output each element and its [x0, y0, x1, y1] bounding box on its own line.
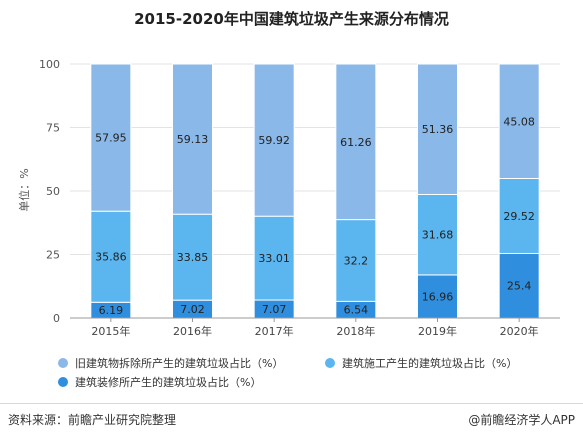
data-label: 59.92 [258, 134, 290, 147]
footer-divider [0, 403, 583, 404]
bar-segment [498, 63, 540, 180]
bar-segment [90, 210, 132, 303]
legend-label-construction: 建筑施工产生的建筑垃圾占比（%） [342, 357, 518, 370]
data-label: 7.02 [180, 303, 205, 316]
data-label: 7.07 [262, 303, 287, 316]
bar-segment [253, 63, 295, 217]
brand-credit: @前瞻经济学人APP [468, 413, 575, 427]
bar-segment [417, 193, 458, 276]
bar-segment [90, 63, 132, 212]
data-label: 16.96 [422, 290, 454, 303]
data-label: 31.68 [422, 229, 454, 242]
data-label: 33.85 [177, 251, 209, 264]
data-label: 61.26 [340, 136, 372, 149]
y-tick-label: 25 [46, 249, 60, 262]
legend-item-decoration: 建筑装修所产生的建筑垃圾占比（%） [58, 374, 261, 390]
grid-lines [70, 63, 560, 255]
legend-swatch-construction [325, 358, 335, 368]
data-label: 33.01 [258, 252, 290, 265]
x-tick-label: 2020年 [500, 324, 539, 338]
data-label: 6.19 [99, 304, 124, 317]
legend-label-demolition: 旧建筑物拆除所产生的建筑垃圾占比（%） [75, 357, 284, 370]
legend-item-demolition: 旧建筑物拆除所产生的建筑垃圾占比（%） [58, 355, 283, 371]
legend-item-construction: 建筑施工产生的建筑垃圾占比（%） [325, 355, 517, 371]
bar-segment [253, 215, 295, 301]
data-label: 57.95 [95, 132, 127, 145]
bar-segment [417, 63, 458, 195]
bar-segment [335, 63, 377, 221]
data-label: 32.2 [344, 254, 369, 267]
stacked-bar-chart: 0 25 50 75 100 单位：% 6.19 35.86 57.95 7.02 33.85 5… [17, 58, 560, 338]
x-tick-label: 2016年 [173, 324, 212, 338]
y-tick-label: 0 [53, 312, 60, 325]
legend-swatch-demolition [58, 358, 68, 368]
y-tick-label: 75 [46, 122, 60, 135]
legend-label-decoration: 建筑装修所产生的建筑垃圾占比（%） [75, 376, 262, 389]
data-label: 51.36 [422, 123, 454, 136]
y-axis-label: 单位：% [17, 168, 31, 211]
x-axis: 2015年 2016年 2017年 2018年 2019年 2020年 [70, 317, 560, 338]
bar-segment [172, 63, 213, 215]
data-label: 25.4 [507, 280, 532, 293]
y-tick-label: 50 [46, 185, 60, 198]
x-tick-label: 2015年 [91, 324, 130, 338]
bars: 6.19 35.86 57.95 7.02 33.85 59.13 7.07 33.01 59.… [90, 63, 540, 319]
data-label: 45.08 [503, 115, 535, 128]
x-tick-label: 2018年 [336, 324, 375, 338]
bar-segment [417, 274, 458, 319]
data-label: 35.86 [95, 251, 127, 264]
legend-swatch-decoration [58, 377, 68, 387]
y-tick-label: 100 [39, 58, 60, 71]
data-label: 59.13 [177, 133, 209, 146]
data-label: 6.54 [344, 304, 369, 317]
bar-segment [498, 252, 540, 319]
x-tick-label: 2019年 [418, 324, 457, 338]
source-note: 资料来源：前瞻产业研究院整理 [8, 413, 177, 427]
bar-segment [172, 213, 213, 301]
y-axis: 0 25 50 75 100 [39, 58, 60, 325]
x-tick-label: 2017年 [255, 324, 294, 338]
chart-title: 2015-2020年中国建筑垃圾产生来源分布情况 [134, 10, 449, 28]
bar-segment [498, 178, 540, 254]
data-label: 29.52 [503, 210, 535, 223]
